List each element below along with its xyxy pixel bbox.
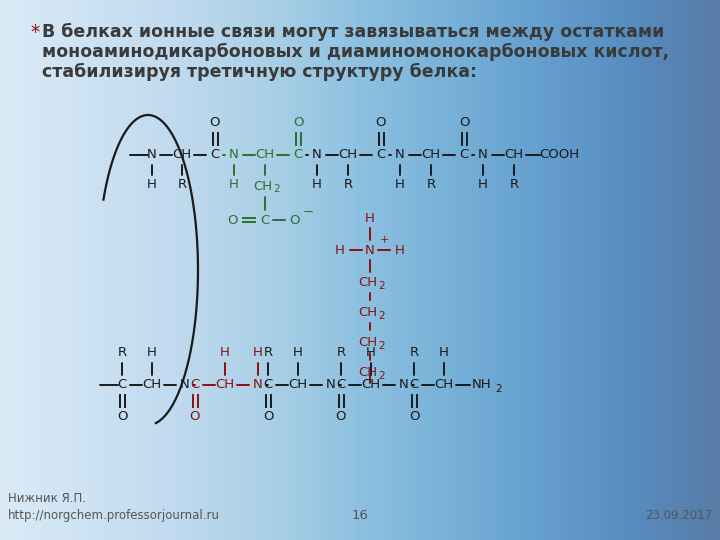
Text: H: H <box>253 347 263 360</box>
Text: моноаминодикарбоновых и диаминомонокарбоновых кислот,: моноаминодикарбоновых и диаминомонокарбо… <box>42 43 669 61</box>
Text: O: O <box>459 117 469 130</box>
Text: N: N <box>326 379 336 392</box>
Text: C: C <box>117 379 127 392</box>
Text: N: N <box>229 148 239 161</box>
Text: H: H <box>395 244 405 256</box>
Text: −: − <box>303 206 314 219</box>
Text: O: O <box>210 117 220 130</box>
Text: Нижник Я.П.
http://norgchem.professorjournal.ru: Нижник Я.П. http://norgchem.professorjou… <box>8 492 220 522</box>
Text: стабилизируя третичную структуру белка:: стабилизируя третичную структуру белка: <box>42 63 477 81</box>
Text: 2: 2 <box>378 281 384 291</box>
Text: CH: CH <box>253 179 273 192</box>
Text: H: H <box>335 244 345 256</box>
Text: CH: CH <box>505 148 523 161</box>
Text: CH: CH <box>421 148 441 161</box>
Text: O: O <box>228 213 238 226</box>
Text: O: O <box>263 410 274 423</box>
Text: H: H <box>478 179 488 192</box>
Text: В белках ионные связи могут завязываться между остатками: В белках ионные связи могут завязываться… <box>42 23 665 41</box>
Text: N: N <box>395 148 405 161</box>
Text: H: H <box>395 179 405 192</box>
Text: H: H <box>366 347 376 360</box>
Text: R: R <box>264 347 273 360</box>
Text: C: C <box>293 148 302 161</box>
Text: O: O <box>190 410 200 423</box>
Text: 2: 2 <box>378 371 384 381</box>
Text: R: R <box>426 179 436 192</box>
Text: C: C <box>336 379 346 392</box>
Text: CH: CH <box>359 275 377 288</box>
Text: H: H <box>312 179 322 192</box>
Text: 2: 2 <box>273 184 279 194</box>
Text: +: + <box>380 235 390 245</box>
Text: N: N <box>365 244 375 256</box>
Text: H: H <box>220 347 230 360</box>
Text: R: R <box>117 347 127 360</box>
Text: CH: CH <box>338 148 358 161</box>
Text: H: H <box>147 347 157 360</box>
Text: CH: CH <box>359 335 377 348</box>
Text: CH: CH <box>143 379 161 392</box>
Text: *: * <box>30 23 40 42</box>
Text: H: H <box>293 347 303 360</box>
Text: R: R <box>177 179 186 192</box>
Text: O: O <box>293 117 303 130</box>
Text: 2: 2 <box>495 384 502 394</box>
Text: N: N <box>478 148 488 161</box>
Text: O: O <box>336 410 346 423</box>
Text: 2: 2 <box>378 341 384 351</box>
Text: 23.09.2017: 23.09.2017 <box>645 509 712 522</box>
Text: CH: CH <box>434 379 454 392</box>
Text: H: H <box>229 179 239 192</box>
Text: NH: NH <box>472 379 492 392</box>
Text: R: R <box>410 347 418 360</box>
Text: CH: CH <box>361 379 381 392</box>
Text: N: N <box>147 148 157 161</box>
Text: 2: 2 <box>378 311 384 321</box>
Text: 16: 16 <box>351 509 369 522</box>
Text: O: O <box>117 410 127 423</box>
Text: H: H <box>147 179 157 192</box>
Text: N: N <box>253 379 263 392</box>
Text: CH: CH <box>256 148 274 161</box>
Text: N: N <box>399 379 409 392</box>
Text: O: O <box>289 213 300 226</box>
Text: R: R <box>510 179 518 192</box>
Text: C: C <box>264 379 273 392</box>
Text: COOH: COOH <box>539 148 579 161</box>
Text: CH: CH <box>172 148 192 161</box>
Text: R: R <box>343 179 353 192</box>
Text: C: C <box>459 148 469 161</box>
Text: O: O <box>376 117 386 130</box>
Text: H: H <box>439 347 449 360</box>
Text: N: N <box>180 379 190 392</box>
Text: C: C <box>410 379 418 392</box>
Text: C: C <box>377 148 386 161</box>
Text: CH: CH <box>289 379 307 392</box>
Text: C: C <box>261 213 269 226</box>
Text: H: H <box>365 212 375 225</box>
Text: CH: CH <box>215 379 235 392</box>
Text: C: C <box>210 148 220 161</box>
Text: R: R <box>336 347 346 360</box>
Text: CH: CH <box>359 366 377 379</box>
Text: C: C <box>190 379 199 392</box>
Text: CH: CH <box>359 306 377 319</box>
Text: N: N <box>312 148 322 161</box>
Text: O: O <box>409 410 419 423</box>
